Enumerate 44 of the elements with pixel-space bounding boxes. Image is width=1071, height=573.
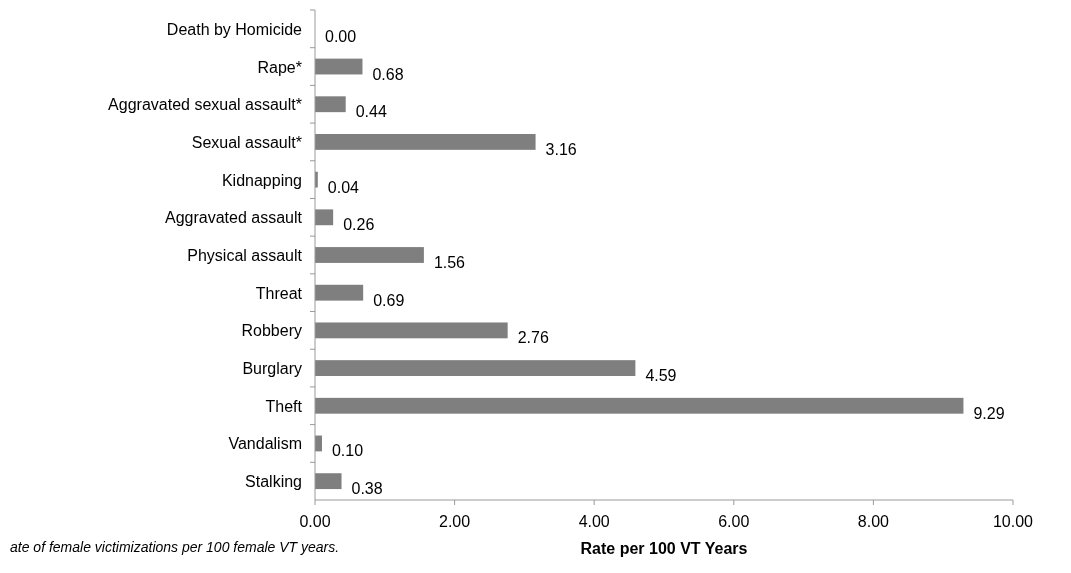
y-tick-label: Sexual assault* [191,133,302,151]
data-label: 0.68 [372,65,404,83]
y-tick-label: Aggravated assault [165,209,303,227]
x-tick-label: 0.00 [299,513,331,530]
x-tick-label: 4.00 [578,513,610,530]
data-label: 0.44 [355,103,387,121]
y-tick-label: Rape* [257,58,302,76]
data-label: 0.26 [343,216,375,234]
data-label: 0.04 [327,178,360,196]
x-tick-label: 8.00 [857,513,890,530]
data-label: 4.59 [645,367,677,385]
y-tick-label: Vandalism [228,435,302,453]
y-tick-label: Physical assault [187,247,303,264]
bar [315,247,424,263]
bar [315,209,334,226]
bar [315,134,536,150]
bar [315,397,964,414]
bar [315,322,508,339]
x-axis-title: Rate per 100 VT Years [580,540,748,557]
y-tick-label: Theft [265,397,303,415]
y-tick-label: Aggravated sexual assault* [108,96,302,114]
bar [315,360,636,376]
data-label: 1.56 [433,254,466,271]
data-label: 2.76 [517,329,549,347]
data-label: 0.69 [373,291,405,309]
bar [315,58,363,75]
data-label: 0.38 [351,480,383,498]
y-tick-label: Burglary [242,360,302,378]
data-label: 3.16 [545,140,577,158]
y-tick-label: Stalking [245,473,302,491]
x-tick-label: 10.00 [992,513,1034,530]
x-tick-label: 6.00 [718,513,750,530]
x-tick-label: 2.00 [439,513,471,530]
bar [315,473,342,490]
data-label: 9.29 [973,404,1005,422]
data-label: 0.00 [325,27,357,45]
y-tick-label: Kidnapping [221,171,302,189]
bar [315,96,346,113]
bar [315,284,364,301]
y-tick-label: Death by Homicide [166,20,303,38]
data-label: 0.10 [331,442,364,460]
text: ate of female victimizations per 100 female VT years. [10,539,340,555]
y-tick-label: Robbery [241,322,302,340]
y-tick-label: Threat [255,284,303,302]
